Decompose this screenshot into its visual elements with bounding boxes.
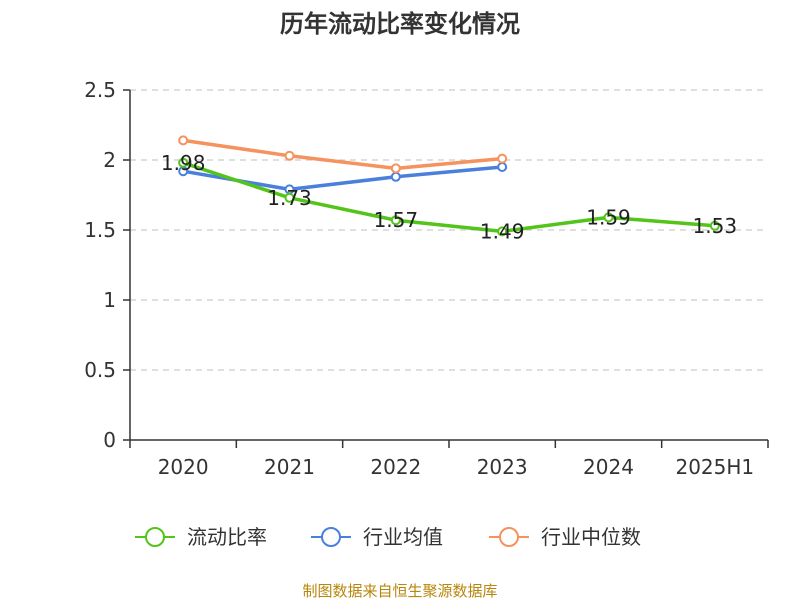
data-point [390, 171, 401, 182]
series-line-2 [182, 138, 503, 171]
data-label: 1.53 [693, 214, 738, 238]
axes: 0 0.5 1 1.5 2 2.5 2020 2021 2022 2023 2024 2025H1 [84, 78, 769, 479]
chart-title: 历年流动比率变化情况 [280, 10, 520, 38]
x-tick-label: 2023 [477, 455, 528, 479]
data-point [284, 192, 295, 203]
data-point [390, 163, 401, 174]
x-tick-label: 2022 [370, 455, 421, 479]
series-group [178, 135, 720, 237]
series-line-0 [182, 161, 715, 234]
data-labels: 1.98 1.73 1.57 1.49 1.59 1.53 [161, 151, 737, 244]
legend-item-0[interactable]: 流动比率 [135, 525, 267, 549]
y-tick-label: 0 [103, 428, 116, 452]
data-label: 1.73 [267, 186, 312, 210]
data-point [390, 215, 401, 226]
legend-label: 行业中位数 [541, 525, 641, 549]
x-tick-label: 2024 [583, 455, 634, 479]
y-tick-label: 0.5 [84, 358, 116, 382]
x-tick-label: 2020 [158, 455, 209, 479]
y-tick-label: 1 [103, 288, 116, 312]
data-point [178, 157, 189, 168]
legend-marker [145, 527, 165, 547]
source-note: 制图数据来自恒生聚源数据库 [302, 582, 497, 600]
data-point [178, 135, 189, 146]
y-tick-label: 1.5 [84, 218, 116, 242]
legend-marker [321, 527, 341, 547]
legend-item-1[interactable]: 行业均值 [311, 525, 443, 549]
x-tick-label: 2021 [264, 455, 315, 479]
legend-label: 行业均值 [363, 525, 443, 549]
data-point [603, 212, 614, 223]
data-point [497, 153, 508, 164]
data-label: 1.49 [480, 219, 525, 243]
y-tick-label: 2 [103, 148, 116, 172]
legend-label: 流动比率 [187, 525, 267, 549]
legend-marker [499, 527, 519, 547]
data-point [497, 162, 508, 172]
data-label: 1.57 [374, 208, 419, 232]
data-point [284, 150, 295, 161]
y-tick-label: 2.5 [84, 78, 116, 102]
data-point [497, 226, 508, 237]
data-point [709, 220, 720, 231]
legend-item-2[interactable]: 行业中位数 [489, 525, 641, 549]
grid-lines [130, 89, 768, 371]
legend: 流动比率 行业均值 行业中位数 [135, 525, 641, 549]
x-tick-label: 2025H1 [675, 455, 754, 479]
data-label: 1.59 [586, 205, 631, 229]
data-label: 1.98 [161, 151, 206, 175]
